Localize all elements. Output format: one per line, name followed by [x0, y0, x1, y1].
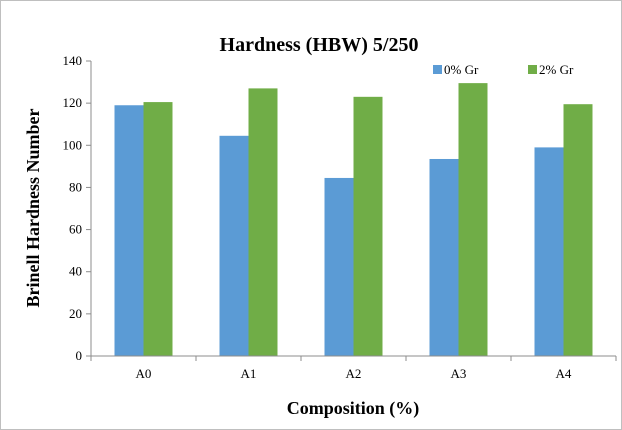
- bar-0pct-gr-a3: [429, 158, 459, 356]
- x-axis-title: Composition (%): [287, 398, 420, 419]
- x-tick-label: A2: [346, 366, 362, 381]
- legend-swatch-0pct-gr: [433, 65, 442, 74]
- y-tick-label: 0: [76, 348, 83, 363]
- y-tick-label: 140: [63, 53, 83, 68]
- bar-0pct-gr-a4: [534, 147, 564, 356]
- bar-2pct-gr-a4: [563, 104, 593, 356]
- x-tick-label: A4: [556, 366, 572, 381]
- legend-swatch-2pct-gr: [528, 65, 537, 74]
- x-tick-label: A3: [451, 366, 467, 381]
- y-axis-title: Brinell Hardness Number: [23, 108, 43, 307]
- legend: 0% Gr 2% Gr: [433, 62, 574, 77]
- legend-label-2pct-gr: 2% Gr: [539, 62, 574, 77]
- bar-0pct-gr-a0: [114, 105, 144, 356]
- x-tick-label: A1: [241, 366, 257, 381]
- y-tick-label: 20: [69, 306, 82, 321]
- y-tick-label: 100: [63, 137, 83, 152]
- bar-0pct-gr-a1: [219, 135, 249, 356]
- chart-title: Hardness (HBW) 5/250: [220, 34, 419, 56]
- bar-2pct-gr-a1: [248, 88, 278, 357]
- y-axis-ticks: 0 20 40 60 80 100 120 140: [63, 53, 91, 363]
- x-tick-label: A0: [136, 366, 152, 381]
- bar-2pct-gr-a3: [458, 83, 488, 356]
- x-axis-ticks: A0 A1 A2 A3 A4: [90, 356, 617, 381]
- y-tick-label: 80: [69, 179, 82, 194]
- y-tick-label: 60: [69, 222, 82, 237]
- legend-label-0pct-gr: 0% Gr: [444, 62, 479, 77]
- bars: [114, 83, 593, 357]
- bar-0pct-gr-a2: [324, 177, 354, 356]
- y-tick-label: 40: [69, 264, 82, 279]
- bar-2pct-gr-a2: [353, 96, 383, 357]
- bar-2pct-gr-a0: [143, 102, 173, 356]
- y-tick-label: 120: [63, 95, 83, 110]
